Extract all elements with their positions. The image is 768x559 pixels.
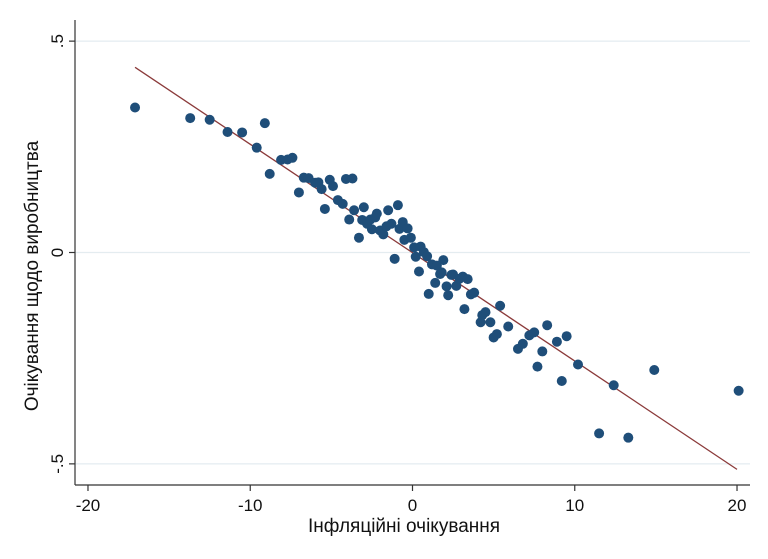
data-point (529, 327, 540, 338)
x-tick-label: -10 (238, 496, 263, 515)
data-point (438, 255, 449, 266)
data-point (251, 142, 262, 153)
x-tick-label: 0 (408, 496, 417, 515)
data-point (649, 365, 660, 376)
data-point (594, 428, 605, 439)
data-point (608, 380, 619, 391)
data-point (358, 202, 369, 213)
data-point (561, 331, 572, 342)
x-axis-title: Інфляційні очікування (308, 516, 500, 537)
data-point (491, 329, 502, 340)
tick-labels: -20 -10 0 10 20 -.5 0 .5 (48, 34, 746, 515)
data-point (462, 274, 473, 285)
data-point (130, 102, 141, 113)
y-tick-label: -.5 (48, 454, 67, 474)
data-point (204, 114, 215, 125)
data-point (371, 208, 382, 219)
data-point (402, 223, 413, 234)
data-point (469, 287, 480, 298)
data-point (259, 118, 270, 129)
data-point (405, 232, 416, 243)
data-point (503, 321, 514, 332)
y-axis-title: Очікування щодо виробництва (22, 140, 43, 411)
data-points (130, 102, 744, 443)
x-tick-label: 20 (728, 496, 747, 515)
x-tick-label: 10 (565, 496, 584, 515)
data-point (443, 290, 454, 301)
data-point (436, 267, 447, 278)
data-point (353, 232, 364, 243)
data-point (423, 288, 434, 299)
data-point (389, 253, 400, 264)
data-point (337, 198, 348, 209)
data-point (366, 224, 377, 235)
data-point (556, 376, 567, 387)
data-point (383, 205, 394, 216)
data-point (185, 113, 196, 124)
data-point (495, 300, 506, 311)
data-point (287, 152, 298, 163)
data-point (532, 361, 543, 372)
data-point (392, 200, 403, 211)
data-point (327, 181, 338, 192)
data-point (485, 317, 496, 328)
data-point (378, 229, 389, 240)
data-point (542, 320, 553, 331)
data-point (410, 251, 421, 262)
data-point (459, 304, 470, 315)
data-point (517, 338, 528, 349)
x-tick-label: -20 (76, 496, 101, 515)
data-point (733, 385, 744, 396)
data-point (264, 168, 275, 179)
data-point (237, 127, 248, 138)
data-point (430, 277, 441, 288)
data-point (441, 281, 452, 292)
y-tick-label: 0 (48, 248, 67, 257)
y-tick-label: .5 (48, 34, 67, 48)
data-point (293, 187, 304, 198)
data-point (349, 205, 360, 216)
data-point (386, 218, 397, 229)
data-point (319, 203, 330, 214)
data-point (537, 346, 548, 357)
data-point (422, 251, 433, 262)
data-point (623, 432, 634, 443)
data-point (573, 359, 584, 370)
data-point (347, 173, 358, 184)
data-point (413, 266, 424, 277)
data-point (344, 214, 355, 225)
data-point (551, 336, 562, 347)
data-point (222, 127, 233, 138)
data-point (316, 184, 327, 195)
data-point (480, 307, 491, 318)
